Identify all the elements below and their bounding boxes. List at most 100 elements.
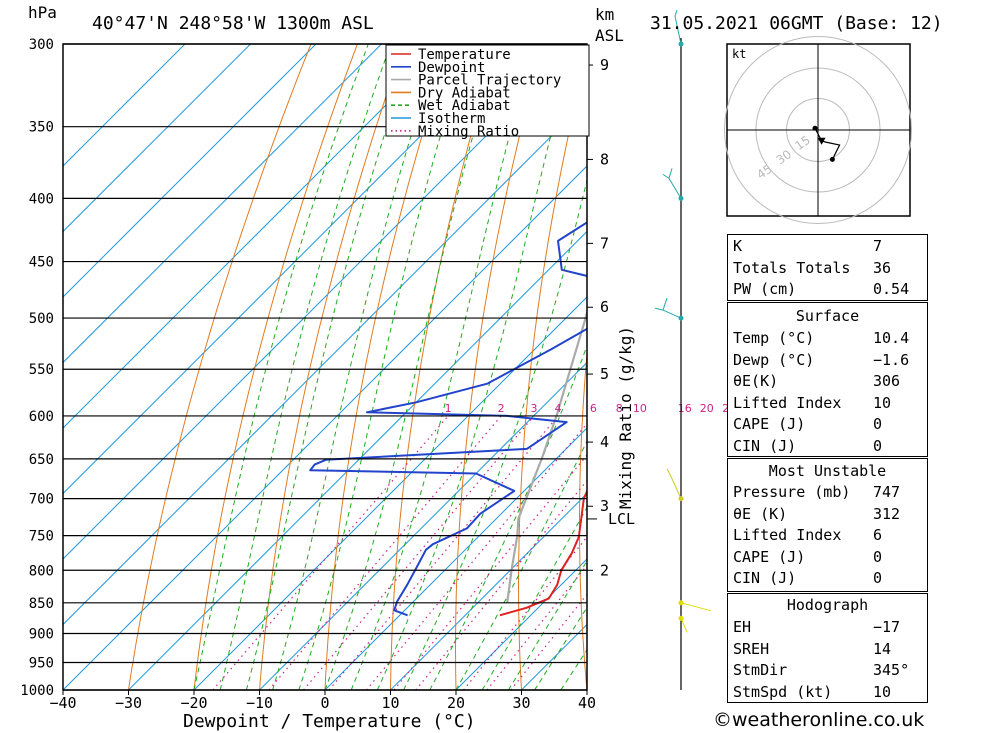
pressure-tick-label: 1000: [20, 683, 54, 699]
x-tick-label: 10: [381, 694, 399, 712]
isotherm-line: [63, 165, 587, 690]
mixing-ratio-label: 16: [678, 402, 692, 415]
pressure-tick-label: 600: [29, 409, 54, 425]
row-label: StmSpd (kt): [733, 682, 833, 701]
hpa-axis-label: hPa: [28, 3, 57, 22]
row-value: 14: [873, 639, 892, 658]
footer-credit: ©weatheronline.co.uk: [713, 709, 925, 731]
legend-label: Mixing Ratio: [418, 124, 519, 140]
panel-row: SREH 14: [728, 639, 927, 660]
panel-row: CIN (J) 0: [728, 568, 927, 589]
x-tick-label: −40: [49, 694, 76, 712]
pressure-tick-label: 450: [29, 255, 54, 271]
hodograph-start-point: [812, 125, 818, 131]
wet-adiabat-line: [324, 44, 500, 690]
row-label: CAPE (J): [733, 415, 806, 433]
x-tick-label: −30: [115, 694, 142, 712]
isotherm-line: [63, 44, 513, 495]
panel-row: θE(K) 306: [728, 371, 927, 392]
storm-motion-marker: [817, 137, 826, 145]
row-label: θE(K): [733, 372, 779, 390]
mixing-ratio-line: [415, 479, 587, 690]
hodograph-trace: [814, 127, 841, 160]
row-label: θE (K): [733, 504, 788, 523]
isotherm-line: [259, 361, 587, 690]
row-value: 345°: [873, 661, 910, 679]
isotherm-line: [63, 99, 587, 626]
pressure-tick-label: 800: [29, 563, 54, 579]
pressure-tick-label: 750: [29, 529, 54, 545]
wind-profile: [654, 9, 712, 690]
mixing-ratio-line: [365, 422, 587, 690]
mixing-ratio-line: [328, 415, 559, 690]
mixing-ratio-label: 10: [633, 402, 647, 415]
mixing-ratio-label: 8: [616, 402, 623, 415]
mixing-ratio-label: 1: [445, 402, 452, 415]
km-tick-label: 8: [600, 150, 609, 168]
lcl-label: LCL: [608, 510, 635, 528]
most-unstable-title: Most Unstable: [768, 462, 887, 480]
panel-row: StmSpd (kt) 10: [728, 682, 927, 703]
row-value: −1.6: [873, 350, 910, 369]
x-tick-label: 30: [512, 694, 530, 712]
row-label: Totals Totals: [733, 258, 851, 277]
dewpoint-line: [309, 221, 587, 617]
asl-label: ASL: [595, 26, 624, 45]
row-value: 0.54: [873, 280, 910, 298]
dry-adiabat-line: [639, 44, 683, 690]
isotherm-line: [63, 44, 579, 560]
km-tick-label: 6: [600, 298, 609, 316]
hodograph-panel: Hodograph EH −17 SREH 14 StmDir 345° StmSpd (k…: [727, 593, 928, 703]
wind-barb: [674, 9, 682, 45]
km-tick-label: 2: [600, 561, 609, 579]
pressure-tick-label: 350: [29, 120, 54, 136]
surface-panel: Surface Temp (°C) 10.4 Dewp (°C) −1.6 θE(K) 3…: [727, 302, 928, 457]
wet-adiabat-line: [455, 439, 587, 690]
dry-adiabat-line: [958, 44, 1000, 690]
pressure-tick-label: 950: [29, 655, 54, 671]
isotherm-line: [63, 44, 186, 167]
dry-adiabat-line: [696, 44, 729, 690]
row-value: 7: [873, 237, 883, 255]
location-header: 40°47'N 248°58'W 1300m ASL: [92, 13, 374, 34]
legend-label: Isotherm: [418, 111, 485, 127]
row-label: StmDir: [733, 661, 788, 679]
isotherm-line: [63, 44, 317, 298]
legend-label: Dewpoint: [418, 60, 485, 76]
legend-label: Wet Adiabat: [418, 98, 511, 114]
pressure-tick-label: 550: [29, 362, 54, 378]
wind-barb: [662, 168, 682, 199]
pressure-tick-label: 850: [29, 596, 54, 612]
wet-adiabat-line: [403, 178, 587, 690]
isotherm-line: [390, 492, 587, 690]
panel-row: PW (cm) 0.54: [728, 279, 927, 300]
row-label: Lifted Index: [733, 526, 842, 544]
wet-adiabat-line: [298, 44, 469, 690]
panel-row: Lifted Index 6: [728, 525, 927, 546]
row-label: PW (cm): [733, 280, 797, 298]
wet-adiabat-line: [245, 44, 416, 690]
row-value: 0: [873, 415, 883, 433]
datetime-header: 31.05.2021 06GMT (Base: 12): [650, 13, 943, 34]
wet-adiabat-line: [350, 44, 535, 690]
km-tick-label: 3: [600, 497, 609, 515]
dry-adiabat-line: [518, 52, 587, 690]
row-label: Pressure (mb): [733, 483, 851, 501]
x-tick-label: −20: [180, 694, 207, 712]
mixing-ratio-label: 6: [590, 402, 597, 415]
km-tick-label: 7: [600, 234, 609, 252]
row-value: 10: [873, 393, 892, 412]
mixing-ratio-line: [303, 415, 535, 690]
isotherm-line: [63, 44, 251, 233]
indices-panel: K 7 Totals Totals 36 PW (cm) 0.54: [727, 234, 928, 301]
row-label: EH: [733, 618, 752, 636]
wind-barb: [666, 468, 682, 499]
hodograph-title: Hodograph: [786, 596, 869, 614]
x-tick-label: 0: [320, 694, 329, 712]
x-tick-label: 20: [447, 694, 465, 712]
temperature-line: [499, 489, 587, 617]
pressure-tick-label: 500: [29, 311, 54, 327]
legend-box: [385, 44, 590, 137]
